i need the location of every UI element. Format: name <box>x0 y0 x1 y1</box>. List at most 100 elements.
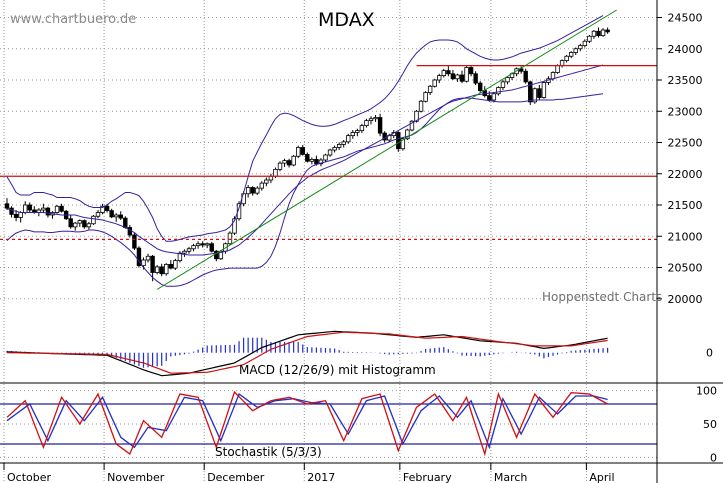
candle-body <box>582 40 588 47</box>
candle <box>250 186 255 196</box>
candle <box>109 208 114 219</box>
candle-body <box>432 79 437 87</box>
candle <box>236 201 242 221</box>
candle <box>582 39 588 48</box>
candle-body <box>59 205 64 212</box>
candle <box>573 47 578 55</box>
candle <box>587 35 592 44</box>
candle <box>100 203 105 215</box>
candle-body <box>18 212 23 218</box>
candle <box>473 71 478 85</box>
candle-body <box>368 118 374 122</box>
candle <box>464 66 469 83</box>
candle-body <box>528 81 533 103</box>
candle <box>136 246 142 268</box>
candle-body <box>218 250 224 260</box>
candle <box>168 260 173 270</box>
candle-body <box>277 162 283 170</box>
candle <box>359 123 365 134</box>
candle <box>427 85 433 95</box>
candle <box>227 231 233 245</box>
candle-body <box>318 159 324 165</box>
x-tick-label: 2017 <box>307 471 335 483</box>
candle <box>541 81 547 99</box>
candle-body <box>455 74 460 80</box>
price-tick-label: 21500 <box>668 199 703 212</box>
candle-body <box>13 213 19 218</box>
candle <box>518 66 524 74</box>
candle-body <box>209 243 214 252</box>
candle <box>264 177 269 187</box>
chart-title: MDAX <box>318 9 375 31</box>
candle-body <box>286 160 292 166</box>
candle-body <box>437 75 442 81</box>
candle-body <box>473 73 478 84</box>
candle <box>173 258 178 270</box>
candle <box>159 263 164 277</box>
candle-body <box>4 203 10 209</box>
price-tick-label: 21000 <box>668 230 703 243</box>
candle-body <box>245 187 251 195</box>
candle <box>600 28 606 37</box>
candle-body <box>491 93 497 101</box>
candle-body <box>195 243 201 247</box>
candle-body <box>487 95 492 101</box>
candle-body <box>45 207 51 216</box>
candle-body <box>136 247 142 267</box>
candle-body <box>255 187 260 194</box>
candle <box>605 27 610 34</box>
candle <box>569 51 574 59</box>
candle-body <box>305 153 310 162</box>
candle <box>77 219 82 227</box>
candle <box>437 73 442 84</box>
bollinger-upper <box>6 15 604 242</box>
x-tick-label: February <box>403 471 452 483</box>
candle-body <box>100 205 105 213</box>
candle-body <box>82 220 87 228</box>
candle-body <box>459 74 465 82</box>
candle-body <box>27 204 32 211</box>
candle-body <box>282 160 287 164</box>
candle-body <box>350 132 355 137</box>
candle-body <box>186 248 192 252</box>
candle <box>418 100 424 113</box>
candle-body <box>264 179 269 184</box>
candle <box>4 198 10 210</box>
candle <box>291 155 296 167</box>
candle <box>9 206 14 218</box>
price-tick-label: 20500 <box>668 262 703 275</box>
candle <box>295 145 301 159</box>
candle-body <box>118 214 123 219</box>
candle <box>86 221 92 230</box>
candle-body <box>537 88 542 98</box>
candle <box>309 157 315 165</box>
candle-body <box>191 245 196 250</box>
price-tick-label: 20000 <box>668 293 703 306</box>
candle-body <box>227 232 233 245</box>
candle-body <box>605 29 610 33</box>
candle <box>82 219 87 229</box>
candle-body <box>409 120 415 131</box>
candle-body <box>450 73 456 80</box>
price-tick-label: 23000 <box>668 105 703 118</box>
candle-body <box>377 117 383 134</box>
candle-body <box>273 168 278 177</box>
candle <box>41 203 46 213</box>
macd-histogram <box>6 337 609 368</box>
candle <box>455 73 460 82</box>
candle <box>432 78 437 88</box>
candle <box>368 116 374 125</box>
x-tick-label: November <box>107 471 165 483</box>
macd-signal-line <box>6 331 608 374</box>
candle <box>68 215 73 229</box>
x-tick-label: October <box>7 471 51 483</box>
candle-body <box>259 182 264 189</box>
candle-body <box>400 138 406 150</box>
candle-body <box>468 67 474 75</box>
candles <box>4 27 610 282</box>
candle-body <box>145 255 151 261</box>
candle <box>459 70 465 84</box>
candle <box>323 153 328 162</box>
